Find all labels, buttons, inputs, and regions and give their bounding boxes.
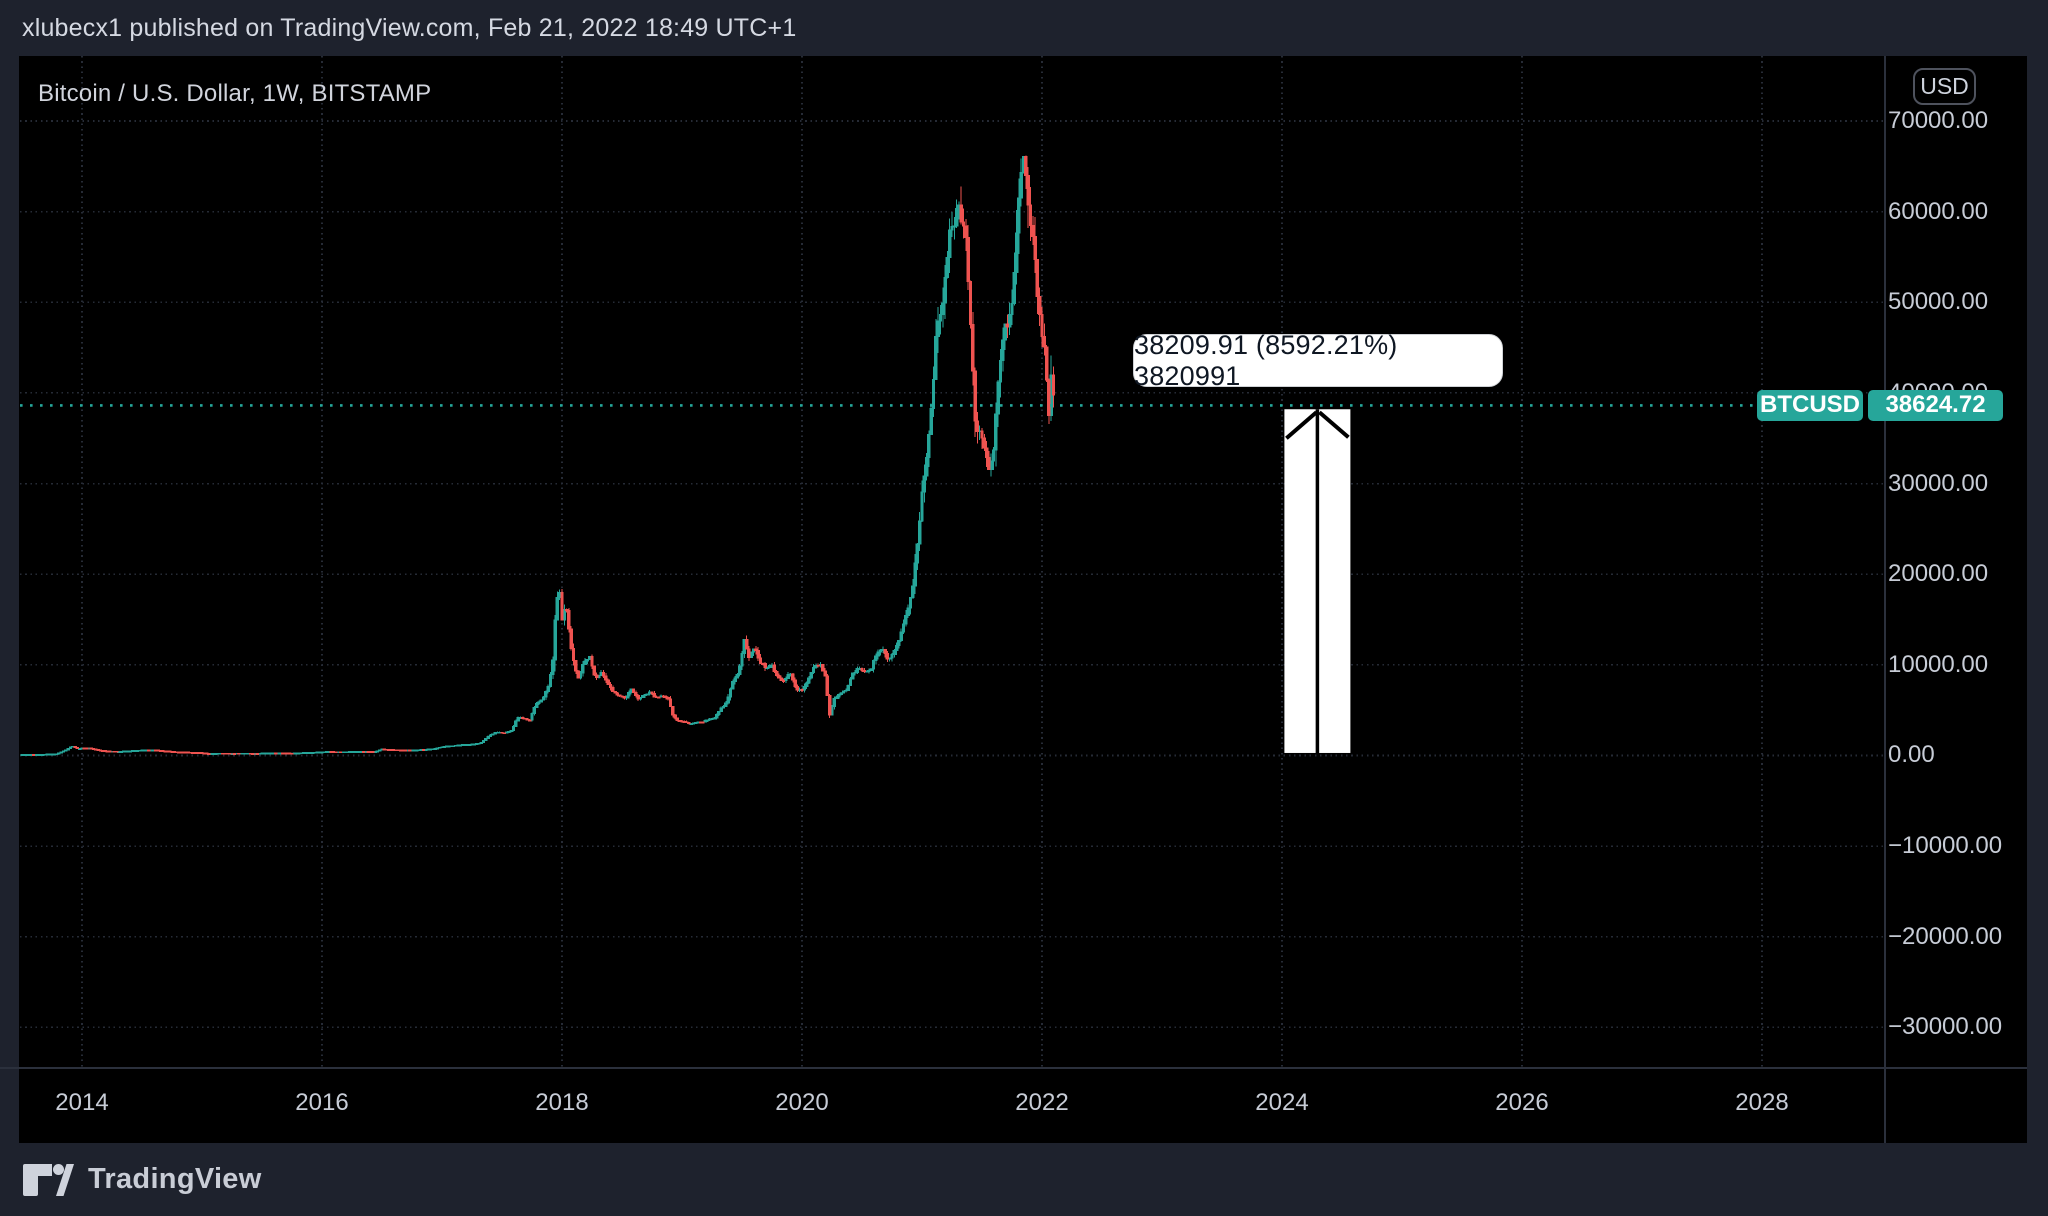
publish-info-text: xlubecx1 published on TradingView.com, F… [22, 13, 797, 42]
last-price-symbol-tag: BTCUSD [1757, 389, 1863, 421]
time-axis-label: 2018 [535, 1089, 589, 1116]
price-axis-label: −10000.00 [1888, 832, 2003, 860]
price-axis-label: 70000.00 [1888, 107, 1989, 134]
price-axis-label: 20000.00 [1888, 560, 1989, 588]
drawing-stats-label[interactable]: 38209.91 (8592.21%) 3820991 [1133, 330, 1503, 391]
price-axis-label: 10000.00 [1888, 650, 1989, 678]
left-margin-strip [0, 56, 19, 1143]
time-axis-label: 2022 [1015, 1089, 1069, 1116]
symbol-title: Bitcoin / U.S. Dollar, 1W, BITSTAMP [38, 80, 432, 107]
time-axis-label: 2026 [1495, 1089, 1549, 1116]
time-scale[interactable]: 2014 2016 2018 2020 2022 2024 2026 2028 [0, 1069, 2027, 1143]
candles-up [20, 156, 1053, 757]
price-axis-label: 50000.00 [1888, 288, 1989, 316]
footer-bar: TradingView [0, 1143, 2048, 1216]
last-price-value-tag: 38624.72 [1868, 389, 2003, 421]
right-margin-strip [2027, 56, 2048, 1143]
publish-header: xlubecx1 published on TradingView.com, F… [0, 0, 2048, 56]
price-axis-label: 0.00 [1888, 741, 1935, 769]
tradingview-logo[interactable]: TradingView [22, 1163, 262, 1197]
time-axis-label: 2028 [1735, 1089, 1789, 1116]
price-axis-label: −20000.00 [1888, 922, 2003, 950]
price-axis-label: 60000.00 [1888, 197, 1989, 225]
price-axis-label: 30000.00 [1888, 469, 1989, 497]
arrow-up-drawing[interactable] [1284, 409, 1351, 753]
time-axis-label: 2016 [295, 1089, 349, 1116]
tradingview-logo-text: TradingView [88, 1163, 262, 1195]
price-axis-label: −30000.00 [1888, 1013, 2003, 1041]
candles-down [31, 155, 1056, 756]
currency-toggle-button[interactable]: USD [1913, 68, 1976, 105]
time-axis-divider [0, 1067, 2027, 1069]
gridlines [20, 56, 1884, 1067]
tradingview-logo-icon [23, 1163, 74, 1196]
price-scale[interactable]: USD 70000.0060000.0050000.0040000.003000… [1884, 56, 2027, 1068]
time-axis-label: 2024 [1255, 1089, 1309, 1116]
time-axis-label: 2014 [55, 1089, 109, 1116]
time-axis-label: 2020 [775, 1089, 829, 1116]
price-axis-divider [1884, 56, 1886, 1143]
